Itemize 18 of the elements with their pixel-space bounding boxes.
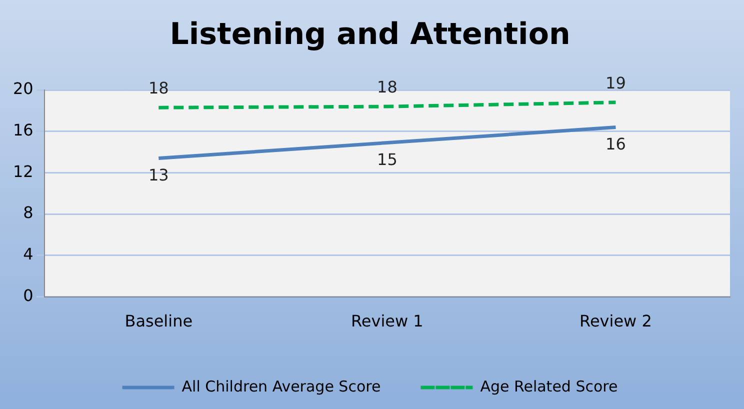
y-tick-label: 16 [13,120,34,140]
legend-label: All Children Average Score [182,377,381,396]
x-tick-label: Review 1 [351,312,424,331]
data-label: 19 [606,74,626,93]
y-tick-label: 20 [13,79,34,98]
data-label: 13 [148,165,169,184]
y-tick-label: 0 [23,286,34,305]
data-label: 18 [148,78,169,98]
chart-title: Listening and Attention [170,16,570,52]
data-label: 16 [606,134,626,154]
data-label: 18 [377,78,398,97]
y-tick-label: 4 [23,244,34,264]
x-tick-label: Review 2 [580,312,652,331]
y-tick-label: 8 [23,203,34,222]
y-tick-label: 12 [13,162,34,181]
legend-label: Age Related Score [480,377,618,396]
x-tick-label: Baseline [124,312,193,331]
data-label: 15 [377,150,398,169]
